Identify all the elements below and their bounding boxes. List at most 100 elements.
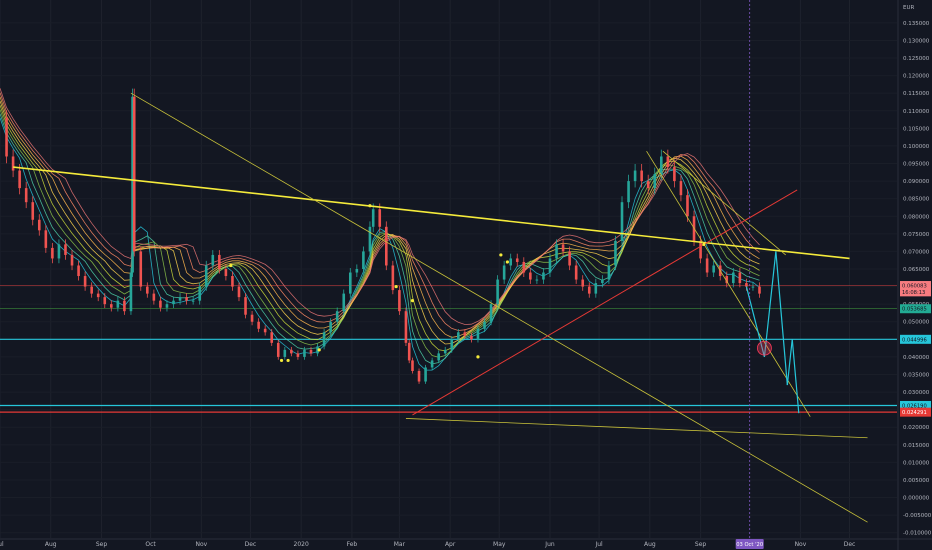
trendline	[745, 286, 765, 358]
x-tick-label: Jul	[0, 541, 4, 548]
candle-body	[437, 353, 440, 361]
x-tick-label: Nov	[195, 541, 207, 548]
candle-body	[5, 117, 8, 157]
candle-body	[470, 335, 473, 340]
candle-body	[620, 202, 624, 241]
candle-body	[581, 279, 585, 287]
candle-body	[515, 258, 519, 262]
trendline	[763, 251, 777, 357]
x-tick-label: Aug	[644, 541, 656, 548]
y-tick-label: 0.075000	[903, 232, 930, 238]
y-tick-label: 0.090000	[903, 179, 930, 185]
candle-body	[430, 360, 434, 368]
x-tick-label: Feb	[347, 541, 358, 548]
y-tick-label: 0.070000	[903, 249, 930, 255]
y-tick-label: 0.085000	[903, 197, 930, 203]
candle-body	[732, 272, 735, 284]
candle-body	[686, 195, 689, 217]
candle-body	[607, 265, 611, 280]
x-tick-label: Sep	[96, 541, 108, 548]
candle-body	[417, 370, 421, 382]
candle-body	[103, 297, 107, 305]
candle-body	[257, 321, 260, 329]
x-tick-label: Sep	[695, 541, 707, 548]
candle-body	[404, 311, 408, 343]
y-tick-label: 0.020000	[903, 425, 930, 431]
signal-dot	[410, 299, 415, 303]
y-tick-label: 0.030000	[903, 390, 930, 396]
candle-body	[237, 286, 241, 298]
candle-body	[129, 272, 133, 312]
candle-body	[172, 300, 175, 305]
candle-body	[633, 170, 637, 182]
x-tick-label: Dec	[245, 541, 257, 548]
trendline	[130, 92, 868, 523]
candle-body	[509, 258, 513, 266]
x-tick-label: Jul	[594, 541, 603, 548]
ribbon-line	[0, 88, 760, 325]
y-tick-label: 0.115000	[903, 91, 930, 97]
candle-body	[705, 258, 709, 273]
candle-body	[548, 258, 552, 273]
candle-body	[191, 300, 195, 302]
ribbon-line	[0, 113, 760, 365]
candle-body	[457, 332, 460, 340]
candle-body	[725, 276, 729, 284]
y-tick-label: 0.015000	[903, 443, 930, 449]
trendline	[775, 251, 788, 386]
candle-body	[496, 279, 499, 305]
price-badge	[900, 407, 931, 417]
candle-body	[244, 297, 247, 315]
candle-body	[70, 254, 74, 266]
signal-dot	[702, 242, 706, 246]
candle-body	[309, 349, 313, 354]
signal-dot	[499, 253, 503, 257]
candle-body	[535, 279, 539, 281]
candle-body	[398, 290, 401, 312]
candle-body	[391, 265, 395, 291]
candle-body	[653, 174, 657, 189]
candle-body	[290, 349, 293, 354]
candle-body	[139, 251, 143, 287]
candle-body	[178, 297, 182, 301]
candle-body	[224, 269, 228, 277]
candle-body	[424, 367, 427, 382]
candle-body	[355, 269, 359, 273]
price-badge-label: 0.026190	[902, 403, 927, 409]
signal-dot	[505, 260, 510, 264]
x-tick-label: Mar	[394, 541, 406, 548]
x-tick-label: 2020	[294, 541, 309, 548]
candle-body	[450, 339, 454, 350]
trendlines	[13, 0, 868, 538]
y-tick-label: 0.110000	[903, 109, 930, 115]
candle-body	[574, 265, 578, 280]
candle-body	[561, 244, 565, 252]
y-tick-label: 0.130000	[903, 38, 930, 44]
candle-body	[329, 321, 332, 333]
price-badge-label: 0.053685	[902, 307, 927, 313]
cursor-date-label: 03 Oct '20	[736, 542, 763, 548]
target-circle	[757, 340, 772, 356]
candle-body	[483, 321, 486, 329]
candle-body	[568, 251, 571, 266]
candle-body	[11, 156, 15, 171]
candle-body	[594, 283, 598, 294]
candle-body	[712, 265, 715, 273]
candle-body	[283, 349, 287, 357]
price-badge	[900, 400, 931, 410]
candle-body	[211, 254, 215, 266]
x-tick-label: Jun	[544, 541, 555, 548]
candle-body	[522, 261, 526, 273]
candle-body	[131, 96, 134, 273]
candle-body	[476, 328, 480, 340]
cursor-date-badge	[735, 539, 764, 549]
candle-body	[316, 346, 319, 354]
candle-body	[204, 265, 208, 287]
candle-body	[378, 209, 382, 227]
candle-body	[123, 300, 126, 312]
price-badge	[900, 334, 931, 344]
candle-body	[165, 304, 169, 308]
